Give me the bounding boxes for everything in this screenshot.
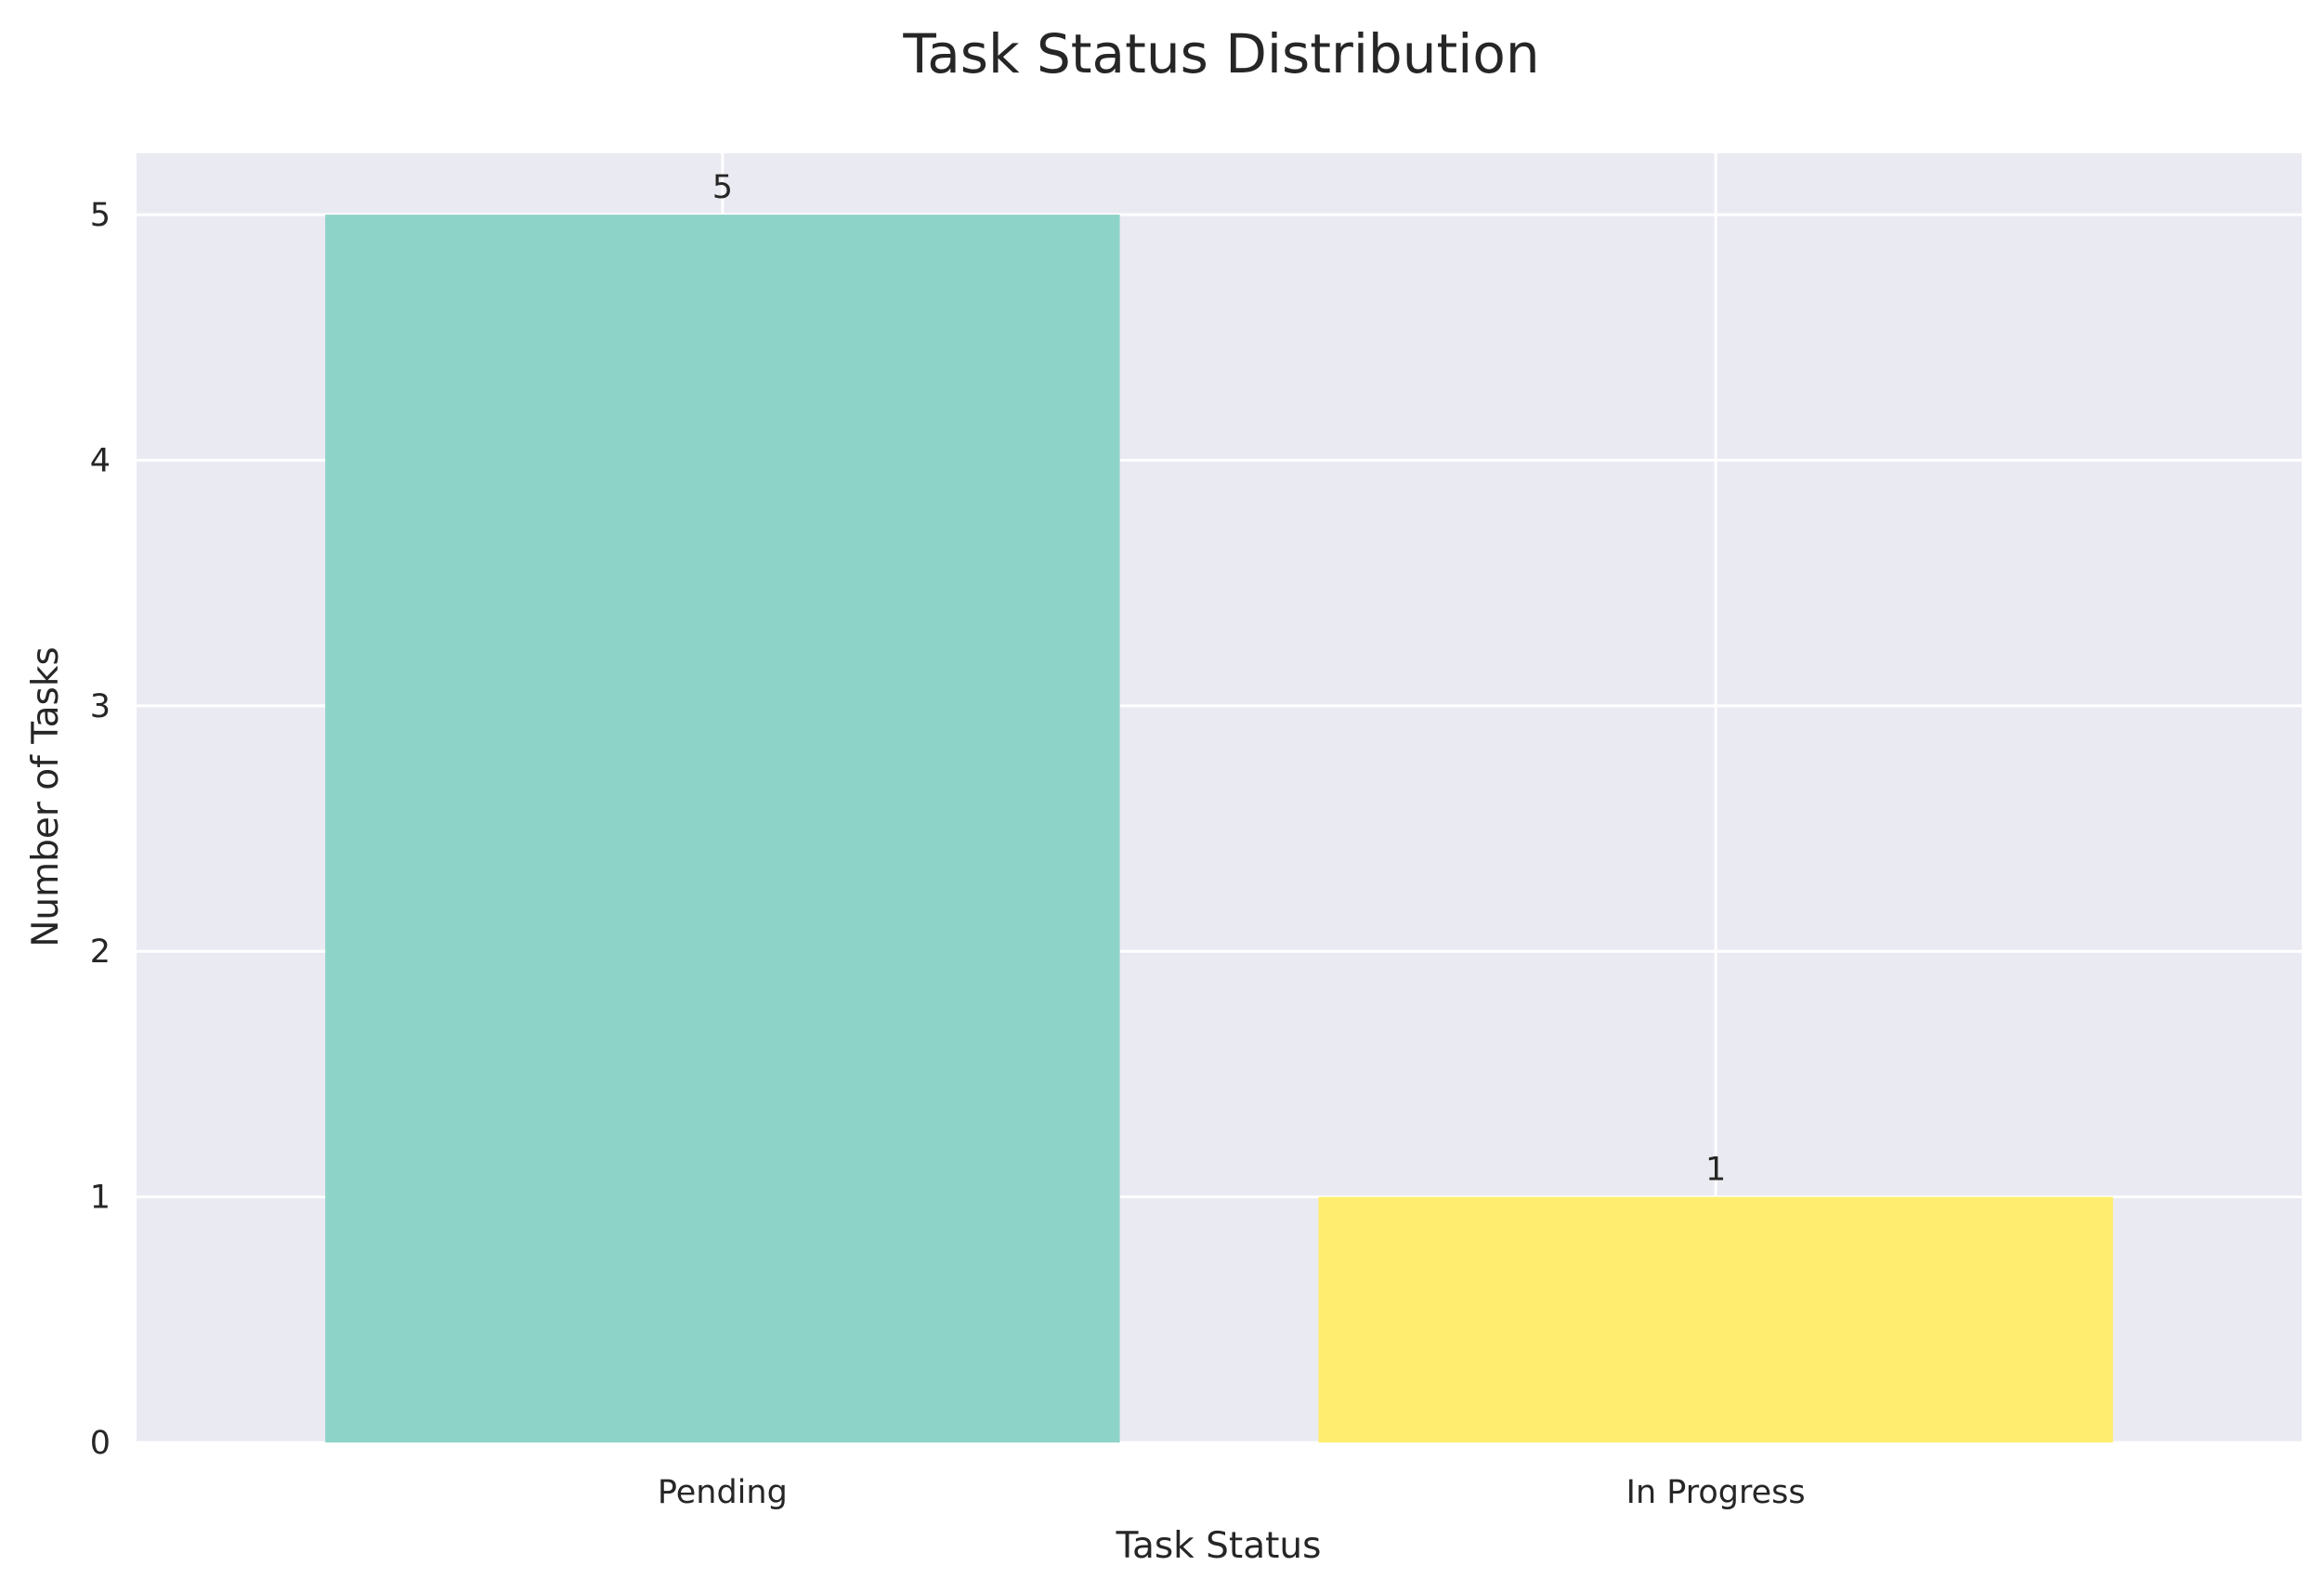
- y-tick-label: 5: [90, 197, 111, 234]
- x-tick-label: Pending: [658, 1474, 788, 1511]
- data-label: 5: [712, 169, 733, 206]
- bar-pending: [325, 215, 1120, 1443]
- y-tick-label: 2: [90, 933, 111, 971]
- x-axis-label: Task Status: [1116, 1525, 1322, 1567]
- y-tick-label: 3: [90, 688, 111, 725]
- y-tick-label: 4: [90, 442, 111, 479]
- chart-title: Task Status Distribution: [902, 22, 1539, 85]
- data-labels: 51: [712, 169, 1727, 1189]
- bar-in-progress: [1318, 1196, 2113, 1442]
- y-tick-label: 0: [90, 1425, 111, 1462]
- y-axis-label: Number of Tasks: [25, 646, 67, 947]
- data-label: 1: [1705, 1152, 1726, 1189]
- x-tick-label: In Progress: [1626, 1474, 1806, 1511]
- x-axis-ticks: Pending In Progress: [658, 1474, 1806, 1511]
- y-tick-label: 1: [90, 1180, 111, 1217]
- y-axis-ticks: 0 1 2 3 4 5: [90, 197, 111, 1462]
- bars: [325, 215, 2113, 1443]
